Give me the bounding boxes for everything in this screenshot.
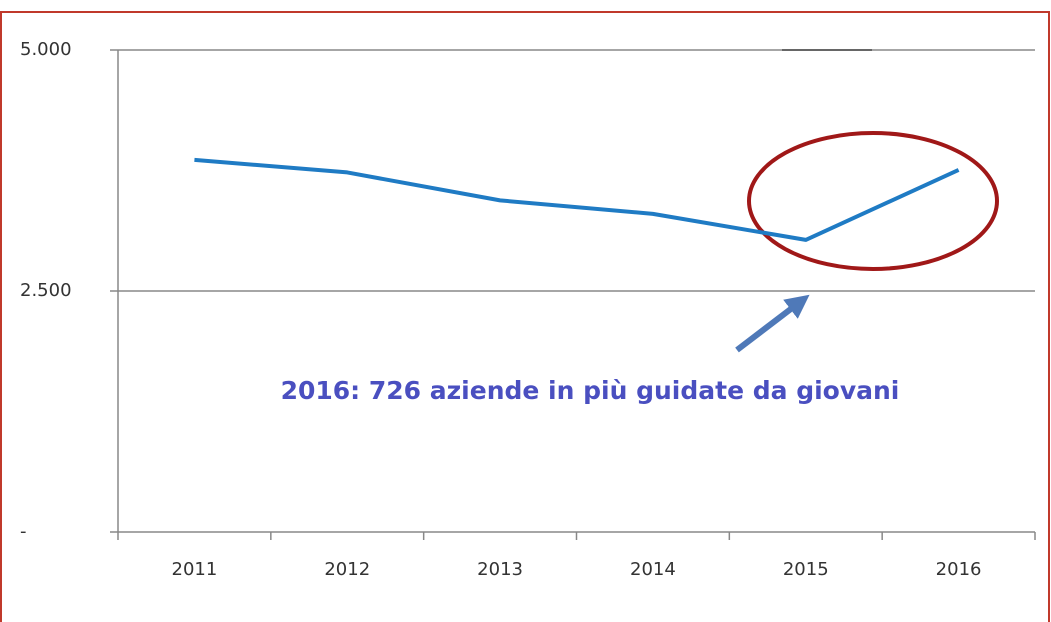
highlight-ellipse [747,131,999,271]
x-tick-label: 2013 [477,559,523,580]
x-tick-label: 2015 [783,559,829,580]
frame [0,11,1050,622]
x-tick-label: 2016 [936,559,982,580]
x-tick-label: 2014 [630,559,676,580]
annotation-arrow [735,294,810,353]
y-tick-label: 5.000 [20,39,72,60]
line-series [194,157,960,242]
y-tick-label: 2.500 [20,280,72,301]
y-tick-label: - [20,521,27,542]
annotation: 2016: 726 aziende in più guidate da giov… [281,376,900,405]
x-tick-label: 2012 [324,559,370,580]
x-tick-label: 2011 [172,559,218,580]
